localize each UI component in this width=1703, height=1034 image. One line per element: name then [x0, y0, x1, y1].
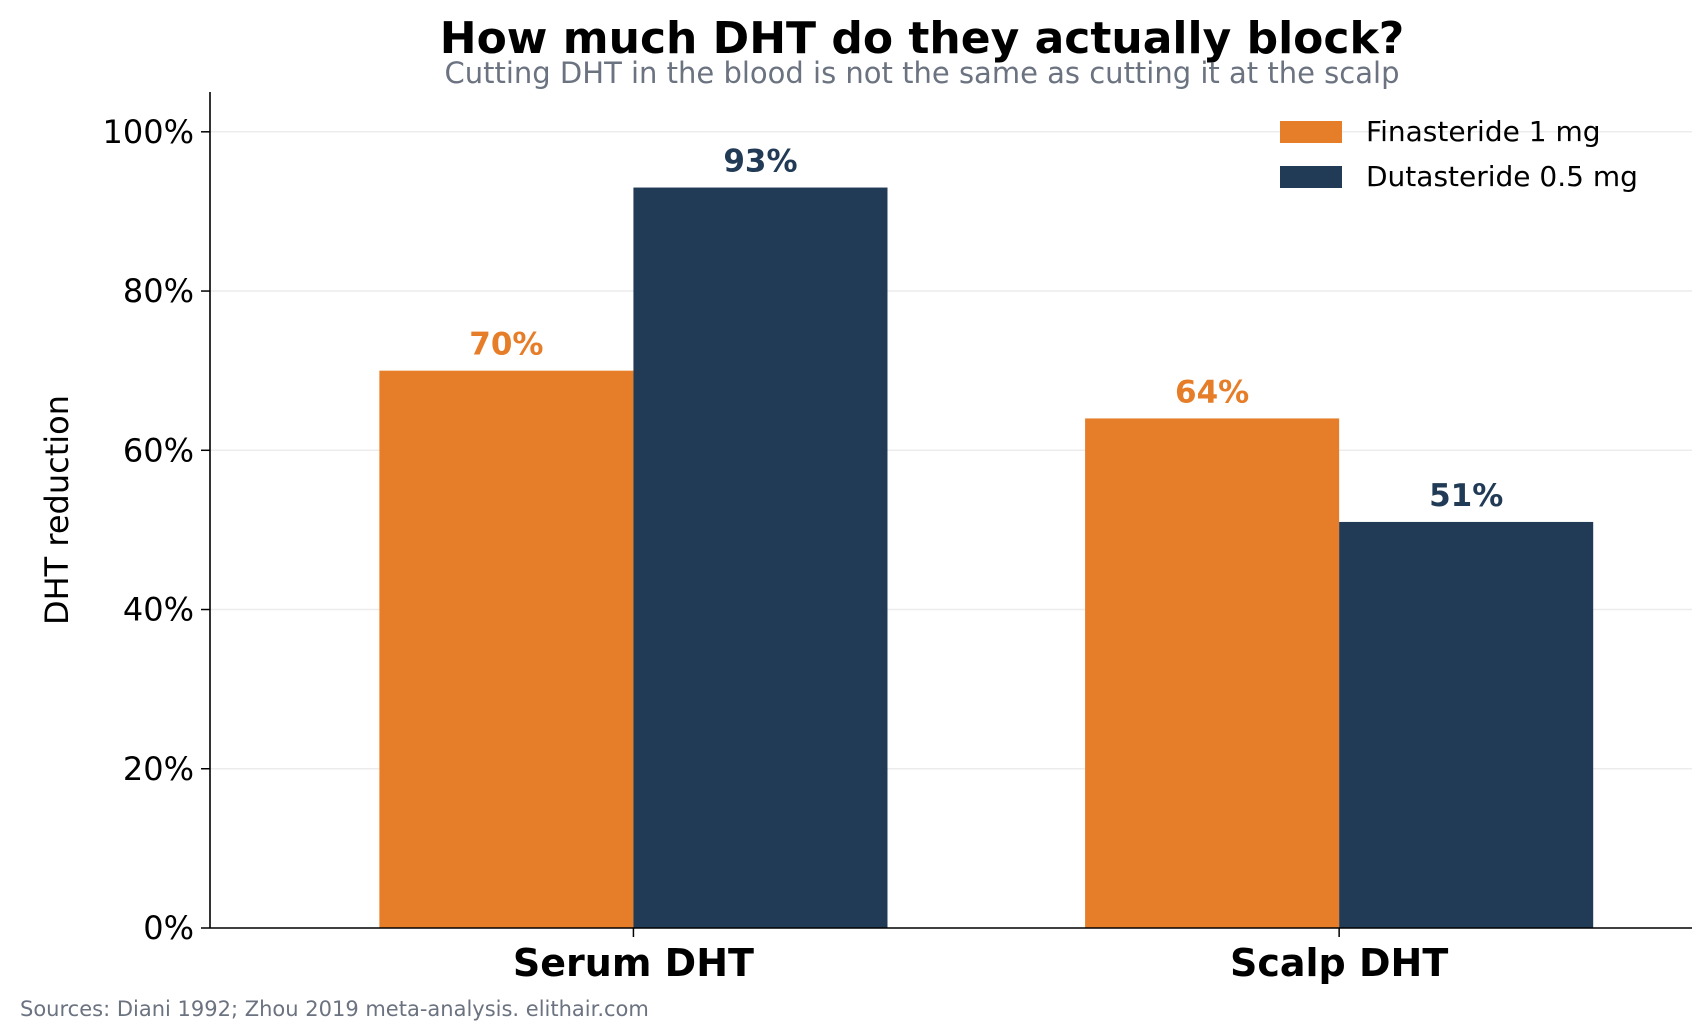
- bar: [1085, 418, 1340, 928]
- data-label: 51%: [1429, 478, 1503, 514]
- bar: [379, 370, 634, 929]
- x-ticks: Serum DHT Scalp DHT: [513, 928, 1448, 985]
- y-tick-label: 100%: [103, 113, 194, 151]
- legend-label: Finasteride 1 mg: [1366, 115, 1601, 148]
- y-tick-label: 40%: [123, 591, 194, 629]
- category-label: Serum DHT: [513, 941, 754, 985]
- data-label: 93%: [723, 144, 797, 180]
- category-label: Scalp DHT: [1230, 941, 1448, 985]
- bar: [1339, 521, 1594, 928]
- y-tick-label: 20%: [123, 750, 194, 788]
- y-tick-label: 80%: [123, 272, 194, 310]
- data-labels: 70% 93% 64% 51%: [469, 144, 1503, 514]
- legend-swatch: [1280, 166, 1342, 188]
- source-note: Sources: Diani 1992; Zhou 2019 meta-anal…: [20, 997, 649, 1021]
- y-ticks: 0% 20% 40% 60% 80% 100%: [103, 113, 210, 947]
- data-label: 70%: [469, 327, 543, 363]
- bar: [633, 187, 888, 929]
- chart-title: How much DHT do they actually block?: [440, 13, 1405, 64]
- bars: [379, 187, 1594, 929]
- y-tick-label: 60%: [123, 431, 194, 469]
- y-axis-label: DHT reduction: [38, 395, 76, 625]
- chart-subtitle: Cutting DHT in the blood is not the same…: [445, 56, 1400, 90]
- y-tick-label: 0%: [143, 909, 194, 947]
- legend-swatch: [1280, 121, 1342, 143]
- legend-label: Dutasteride 0.5 mg: [1366, 160, 1638, 193]
- legend: Finasteride 1 mg Dutasteride 0.5 mg: [1280, 115, 1638, 193]
- data-label: 64%: [1175, 374, 1249, 410]
